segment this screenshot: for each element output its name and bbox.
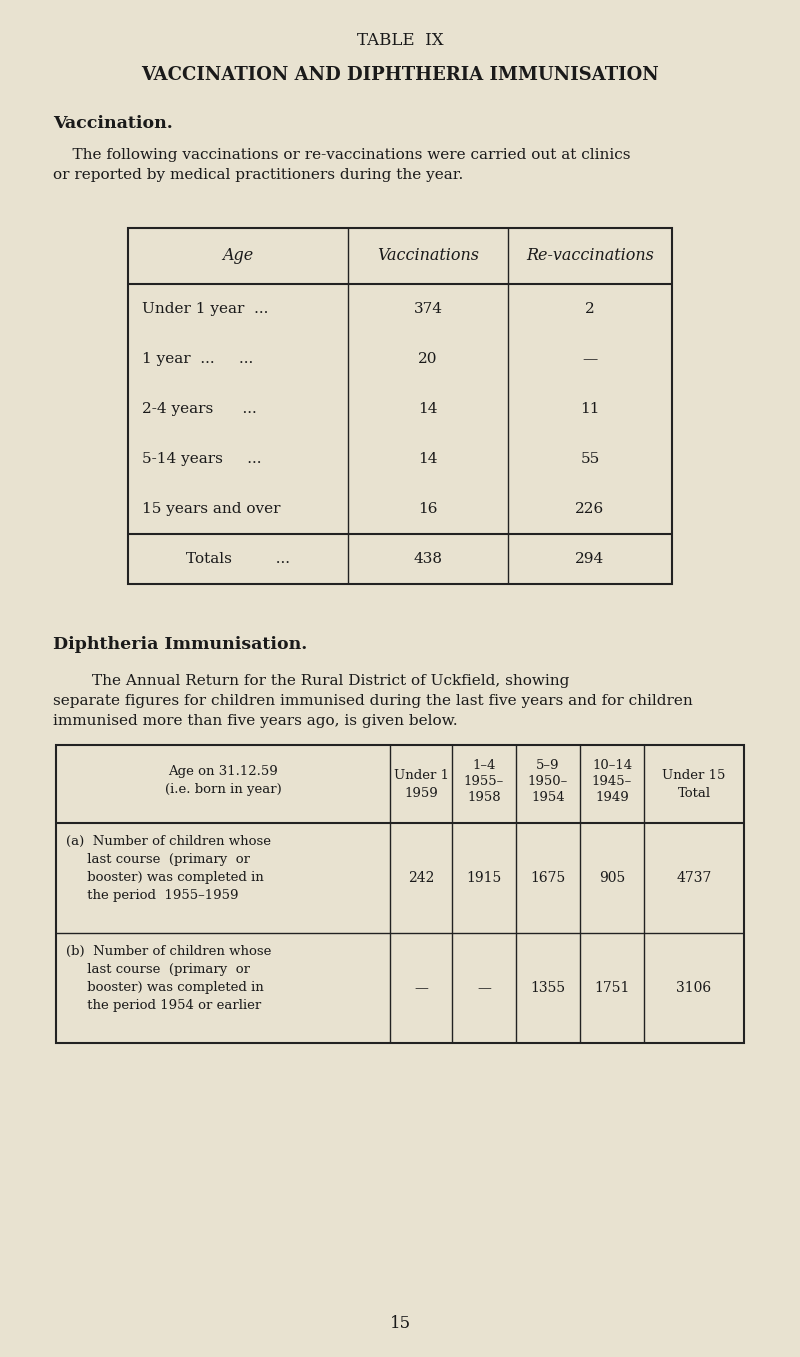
Text: 1 year  ...     ...: 1 year ... ... [142, 351, 254, 366]
Text: the period  1955–1959: the period 1955–1959 [66, 889, 238, 902]
Text: 5-14 years     ...: 5-14 years ... [142, 452, 262, 465]
Text: 1751: 1751 [594, 981, 630, 995]
Text: 438: 438 [414, 552, 442, 566]
Text: the period 1954 or earlier: the period 1954 or earlier [66, 999, 262, 1012]
Text: 15 years and over: 15 years and over [142, 502, 281, 516]
Text: VACCINATION AND DIPHTHERIA IMMUNISATION: VACCINATION AND DIPHTHERIA IMMUNISATION [141, 66, 659, 84]
Text: 1945–: 1945– [592, 775, 632, 788]
Text: —: — [414, 981, 428, 995]
Text: 10–14: 10–14 [592, 759, 632, 772]
Text: TABLE  IX: TABLE IX [357, 33, 443, 49]
Text: Age on 31.12.59: Age on 31.12.59 [168, 765, 278, 778]
Text: Vaccination.: Vaccination. [53, 115, 173, 132]
Text: (i.e. born in year): (i.e. born in year) [165, 783, 282, 797]
Text: 5–9: 5–9 [536, 759, 560, 772]
Text: booster) was completed in: booster) was completed in [66, 981, 264, 993]
Text: last course  (primary  or: last course (primary or [66, 963, 250, 976]
Text: 294: 294 [575, 552, 605, 566]
Text: 2: 2 [585, 303, 595, 316]
Text: Vaccinations: Vaccinations [377, 247, 479, 265]
Text: (b)  Number of children whose: (b) Number of children whose [66, 944, 271, 958]
Text: 14: 14 [418, 452, 438, 465]
Text: 11: 11 [580, 402, 600, 417]
Text: Re-vaccinations: Re-vaccinations [526, 247, 654, 265]
Text: Age: Age [222, 247, 254, 265]
Text: The Annual Return for the Rural District of Uckfield, showing: The Annual Return for the Rural District… [53, 674, 570, 688]
Text: 1949: 1949 [595, 791, 629, 803]
Bar [56, 745, 744, 1044]
Text: 1355: 1355 [530, 981, 566, 995]
Text: (a)  Number of children whose: (a) Number of children whose [66, 835, 271, 848]
Text: 3106: 3106 [677, 981, 711, 995]
Text: Under 1: Under 1 [394, 769, 449, 782]
Text: Diphtheria Immunisation.: Diphtheria Immunisation. [53, 636, 307, 653]
Text: 1959: 1959 [404, 787, 438, 801]
Text: 4737: 4737 [676, 871, 712, 885]
Text: 15: 15 [390, 1315, 410, 1333]
Text: 1958: 1958 [467, 791, 501, 803]
Text: booster) was completed in: booster) was completed in [66, 871, 264, 883]
Text: 1955–: 1955– [464, 775, 504, 788]
Text: 55: 55 [580, 452, 600, 465]
Text: 14: 14 [418, 402, 438, 417]
Text: Under 15: Under 15 [662, 769, 726, 782]
Text: 374: 374 [414, 303, 442, 316]
Text: immunised more than five years ago, is given below.: immunised more than five years ago, is g… [53, 714, 458, 727]
Text: Totals         ...: Totals ... [186, 552, 290, 566]
Text: 16: 16 [418, 502, 438, 516]
Text: 226: 226 [575, 502, 605, 516]
Text: The following vaccinations or re-vaccinations were carried out at clinics: The following vaccinations or re-vaccina… [53, 148, 630, 161]
Text: 1675: 1675 [530, 871, 566, 885]
Bar [128, 228, 672, 584]
Text: 1–4: 1–4 [472, 759, 496, 772]
Text: 905: 905 [599, 871, 625, 885]
Text: 1950–: 1950– [528, 775, 568, 788]
Text: Total: Total [678, 787, 710, 801]
Text: 20: 20 [418, 351, 438, 366]
Text: last course  (primary  or: last course (primary or [66, 854, 250, 866]
Text: —: — [477, 981, 491, 995]
Text: separate figures for children immunised during the last five years and for child: separate figures for children immunised … [53, 693, 693, 708]
Text: 1915: 1915 [466, 871, 502, 885]
Text: 2-4 years      ...: 2-4 years ... [142, 402, 257, 417]
Text: 1954: 1954 [531, 791, 565, 803]
Text: 242: 242 [408, 871, 434, 885]
Text: —: — [582, 351, 598, 366]
Text: or reported by medical practitioners during the year.: or reported by medical practitioners dur… [53, 168, 463, 182]
Text: Under 1 year  ...: Under 1 year ... [142, 303, 268, 316]
